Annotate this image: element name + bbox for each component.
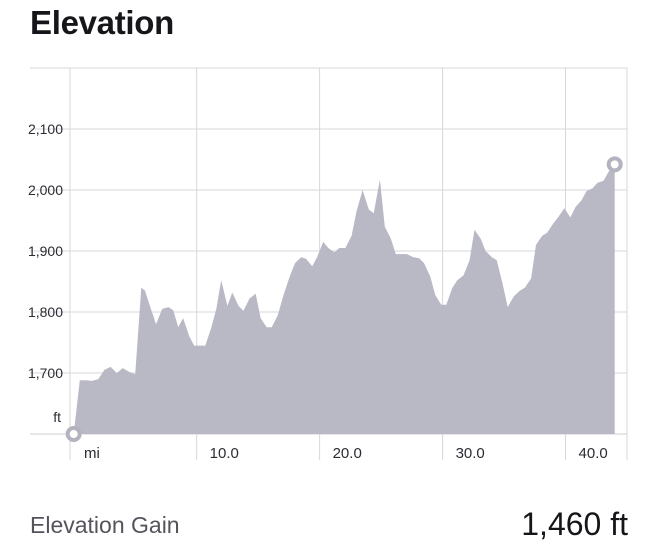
page-title: Elevation [30,4,175,41]
y-tick-label: 1,800 [28,304,63,320]
x-tick-label: 40.0 [579,445,608,462]
x-axis-labels: mi 10.0 20.0 30.0 40.0 [84,445,608,462]
y-tick-label: 2,100 [28,121,63,137]
elevation-gain-value: 1,460 ft [521,506,628,542]
elevation-gain-label: Elevation Gain [30,512,180,538]
x-tick-label: 20.0 [333,445,362,462]
y-tick-label: 1,700 [28,365,63,381]
elevation-chart: 1,700 1,800 1,900 2,000 2,100 ft mi 10.0 20.0 30… [28,67,628,462]
y-tick-label: 1,900 [28,243,63,259]
x-axis-unit-label: mi [84,445,100,462]
elevation-area [73,164,615,434]
y-tick-label: 2,000 [28,182,63,198]
y-axis-unit-label: ft [53,409,61,425]
end-marker [606,156,623,173]
x-tick-label: 30.0 [456,445,485,462]
start-marker [65,426,82,442]
elevation-area-layer [73,164,615,434]
x-tick-label: 10.0 [210,445,239,462]
route-markers [65,156,623,442]
y-axis-labels: 1,700 1,800 1,900 2,000 2,100 ft [28,121,63,425]
